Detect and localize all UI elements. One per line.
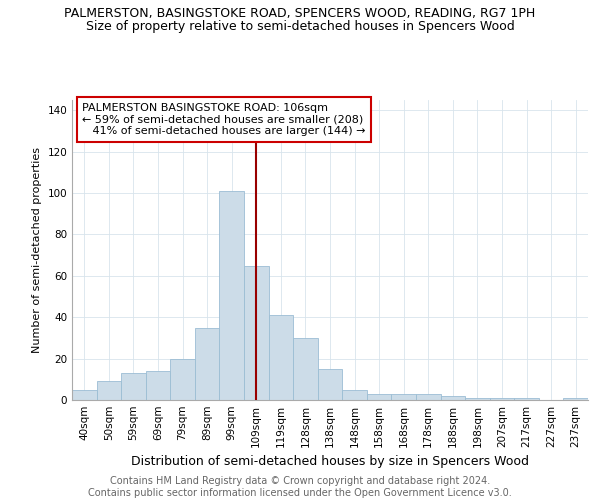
Bar (514, 398, 539, 400)
Bar (269, 315, 293, 400)
Bar (318, 369, 342, 400)
Bar (146, 371, 170, 400)
Bar (170, 358, 195, 400)
X-axis label: Distribution of semi-detached houses by size in Spencers Wood: Distribution of semi-detached houses by … (131, 456, 529, 468)
Bar (391, 394, 416, 400)
Bar (563, 398, 588, 400)
Bar (440, 396, 465, 400)
Text: Size of property relative to semi-detached houses in Spencers Wood: Size of property relative to semi-detach… (86, 20, 514, 33)
Bar (342, 390, 367, 400)
Bar (220, 191, 244, 400)
Bar (72, 390, 97, 400)
Bar (490, 398, 514, 400)
Text: PALMERSTON BASINGSTOKE ROAD: 106sqm
← 59% of semi-detached houses are smaller (2: PALMERSTON BASINGSTOKE ROAD: 106sqm ← 59… (82, 103, 366, 136)
Y-axis label: Number of semi-detached properties: Number of semi-detached properties (32, 147, 42, 353)
Bar (244, 266, 269, 400)
Text: Contains HM Land Registry data © Crown copyright and database right 2024.
Contai: Contains HM Land Registry data © Crown c… (88, 476, 512, 498)
Bar (195, 328, 220, 400)
Bar (293, 338, 318, 400)
Text: PALMERSTON, BASINGSTOKE ROAD, SPENCERS WOOD, READING, RG7 1PH: PALMERSTON, BASINGSTOKE ROAD, SPENCERS W… (64, 8, 536, 20)
Bar (416, 394, 440, 400)
Bar (367, 394, 391, 400)
Bar (97, 382, 121, 400)
Bar (121, 373, 146, 400)
Bar (465, 398, 490, 400)
